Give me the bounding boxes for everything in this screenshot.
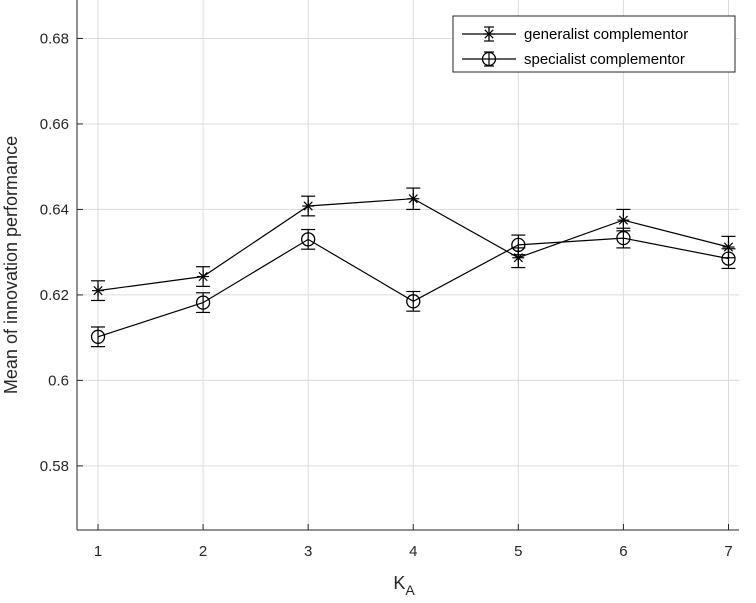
asterisk-marker — [617, 214, 630, 227]
x-tick-label: 1 — [94, 543, 102, 560]
circle-marker — [406, 294, 421, 309]
ticks: 1 2 3 4 5 6 7 0.58 0.6 0.62 0.64 0.66 0.68 — [40, 30, 733, 560]
y-tick-label: 0.62 — [40, 287, 69, 304]
circle-marker — [481, 51, 497, 67]
y-axis-title: Mean of innovation performance — [1, 136, 21, 394]
asterisk-marker — [483, 28, 495, 40]
asterisk-stroke — [408, 194, 418, 204]
x-tick-label: 2 — [199, 543, 207, 560]
legend-items: generalist complementor specialist comple… — [462, 26, 688, 68]
x-tick-label: 5 — [514, 543, 522, 560]
circle-marker — [195, 295, 211, 310]
legend-item-1: generalist complementor — [462, 26, 688, 43]
asterisk-stroke — [303, 201, 313, 211]
asterisk-stroke — [93, 286, 103, 296]
circle-marker — [616, 230, 631, 246]
y-tick-label: 0.66 — [40, 116, 69, 133]
legend: generalist complementor specialist comple… — [452, 15, 736, 73]
asterisk-marker — [197, 270, 210, 283]
x-axis-title-subscript: A — [405, 582, 415, 598]
legend-item-2: specialist complementor — [462, 51, 685, 68]
circle-marker — [90, 329, 106, 344]
y-tick-label: 0.6 — [48, 372, 69, 389]
y-tick-label: 0.64 — [40, 201, 69, 218]
x-axis-title-main: K — [393, 573, 405, 593]
plot-area — [77, 0, 739, 530]
y-tick-label: 0.68 — [40, 30, 69, 47]
x-tick-label: 3 — [304, 543, 312, 560]
circle-marker — [511, 237, 526, 253]
asterisk-stroke — [484, 29, 494, 39]
asterisk-marker — [302, 200, 315, 213]
x-tick-label: 6 — [619, 543, 627, 560]
legend-box — [452, 15, 736, 73]
axes — [76, 0, 739, 531]
y-tick-label: 0.58 — [40, 458, 69, 475]
series-2 — [90, 227, 736, 348]
asterisk-marker — [407, 192, 420, 205]
x-axis-title: KA — [393, 573, 415, 598]
asterisk-marker — [92, 284, 105, 297]
circle-marker — [301, 232, 316, 247]
x-tick-label: 4 — [409, 543, 417, 560]
x-tick-label: 7 — [724, 543, 732, 560]
asterisk-stroke — [618, 215, 629, 225]
legend-label: specialist complementor — [524, 51, 685, 68]
asterisk-stroke — [723, 242, 734, 252]
legend-label: generalist complementor — [524, 26, 688, 43]
series-group — [90, 187, 736, 348]
circle-marker — [721, 251, 736, 266]
asterisk-stroke — [198, 271, 208, 282]
